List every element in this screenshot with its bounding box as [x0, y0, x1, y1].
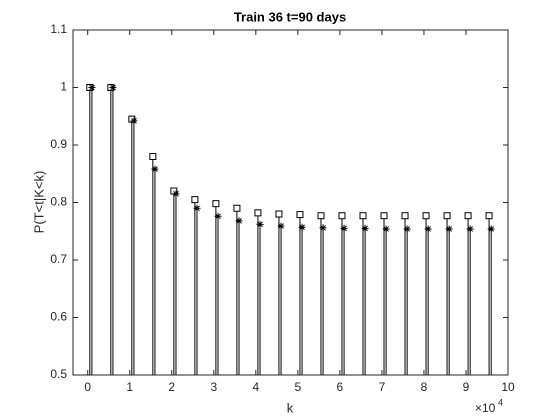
stem-marker [464, 212, 472, 220]
y-tick-label: 0.5 [50, 367, 67, 381]
stem-marker [212, 200, 220, 208]
x-tick-label: 1 [126, 380, 133, 394]
stem-marker [151, 165, 159, 173]
stem-marker [214, 212, 222, 220]
chart-title: Train 36 t=90 days [234, 9, 346, 24]
x-tick-label: 4 [252, 380, 259, 394]
stem-marker [317, 212, 325, 220]
stem-marker [382, 225, 390, 233]
stem-marker [298, 223, 306, 231]
stem-marker [233, 204, 241, 212]
stem-marker [424, 225, 432, 233]
stem-marker [466, 225, 474, 233]
stem-marker [235, 217, 243, 225]
stem-marker [296, 211, 304, 219]
stem-marker [130, 117, 138, 125]
x-tick-label: 6 [337, 380, 344, 394]
stem-marker [380, 212, 388, 220]
y-axis-label: P(T<t|K<k) [31, 171, 46, 234]
x-tick-label: 7 [379, 380, 386, 394]
stem-marker [275, 210, 283, 218]
stem-marker [254, 209, 262, 217]
stem-marker [487, 225, 495, 233]
x-tick-label: 10 [501, 380, 515, 394]
x-tick-label: 8 [421, 380, 428, 394]
stem-marker [443, 212, 451, 220]
x-exponent-base: ×10 [475, 401, 496, 415]
stem-marker [172, 190, 180, 198]
stem-marker [485, 212, 493, 220]
y-tick-label: 0.8 [50, 195, 67, 209]
y-tick-label: 1 [60, 80, 67, 94]
stem-marker [193, 204, 201, 212]
y-tick-label: 0.6 [50, 310, 67, 324]
stem-marker [338, 212, 346, 220]
x-tick-label: 0 [84, 380, 91, 394]
stem-marker [149, 153, 157, 160]
y-tick-label: 0.9 [50, 137, 67, 151]
stem-marker [319, 224, 327, 232]
stem-marker [403, 225, 411, 233]
stem-marker [256, 220, 264, 228]
stem-marker [277, 222, 285, 230]
stem-marker [401, 212, 409, 220]
stem-marker [191, 196, 199, 204]
axes-box [72, 29, 509, 376]
y-tick-label: 1.1 [50, 22, 67, 36]
x-exponent-power: 4 [498, 397, 503, 407]
x-tick-label: 9 [463, 380, 470, 394]
x-tick-label: 5 [295, 380, 302, 394]
stem-marker [88, 84, 96, 91]
stem-marker [361, 224, 369, 232]
stem-marker [422, 212, 430, 220]
x-tick-label: 2 [168, 380, 175, 394]
y-tick-label: 0.7 [50, 252, 67, 266]
x-tick-label: 3 [210, 380, 217, 394]
stem-marker [340, 224, 348, 232]
stem-marker [109, 84, 117, 91]
x-axis-label: k [287, 400, 294, 415]
stem-marker [359, 212, 367, 220]
stem-marker [445, 225, 453, 233]
